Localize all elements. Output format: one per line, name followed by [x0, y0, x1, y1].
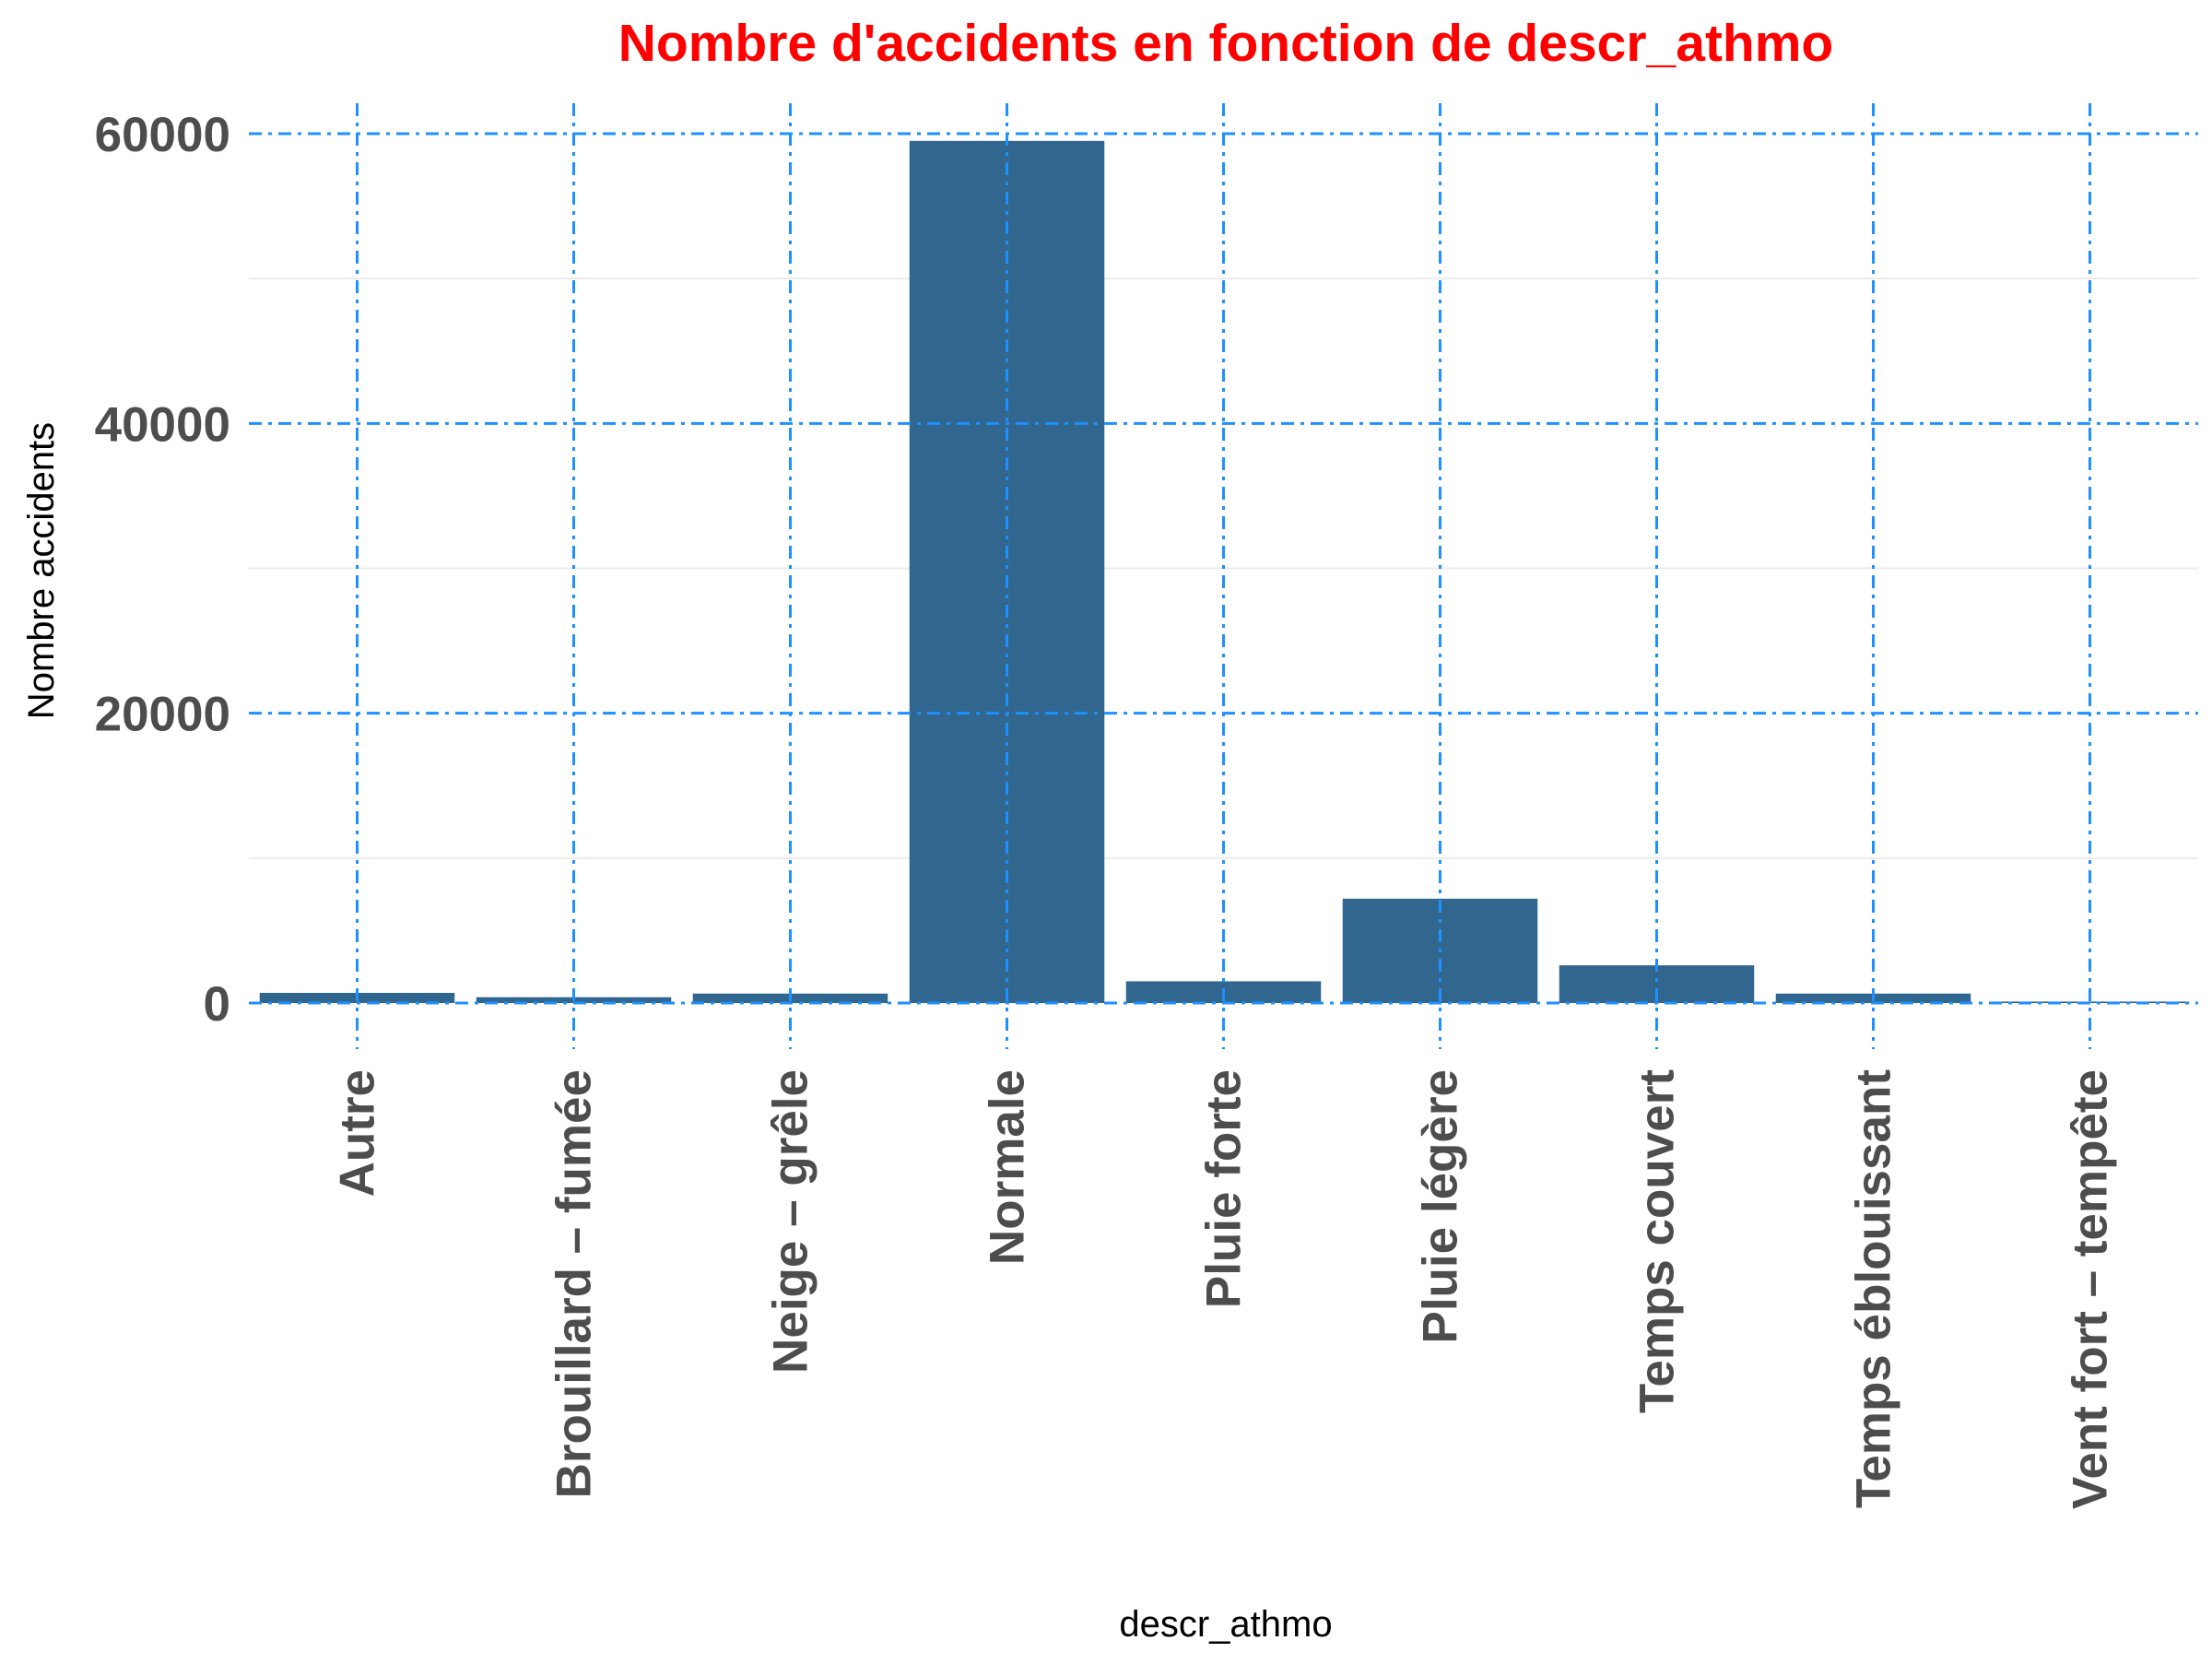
x-tick-label: Normale [981, 1069, 1035, 1265]
y-tick-label: 20000 [95, 688, 230, 742]
y-tick-label: 40000 [95, 397, 230, 452]
x-tick-label: Autre [331, 1069, 385, 1197]
x-tick-label: Vent fort – tempête [2064, 1069, 2118, 1509]
x-tick-label: Pluie forte [1197, 1069, 1252, 1308]
x-tick-label: Brouillard – fumée [547, 1069, 602, 1498]
chart-title: Nombre d'accidents en fonction de descr_… [618, 14, 1834, 73]
y-tick-label: 0 [204, 977, 230, 1032]
x-tick-label: Pluie légère [1414, 1069, 1468, 1344]
x-axis-title: descr_athmo [1119, 1604, 1332, 1645]
y-tick-label: 60000 [95, 108, 230, 162]
y-axis-ticks: 0 20000 40000 60000 [95, 108, 230, 1032]
x-tick-label: Neige – grêle [764, 1069, 818, 1374]
x-tick-label: Temps éblouissant [1847, 1069, 1901, 1508]
y-axis-title: Nombre accidents [21, 422, 62, 719]
major-grid [249, 103, 2198, 1049]
x-tick-label: Temps couvert [1630, 1069, 1685, 1413]
x-axis-ticks: Autre Brouillard – fumée Neige – grêle Norm… [331, 1069, 2118, 1509]
